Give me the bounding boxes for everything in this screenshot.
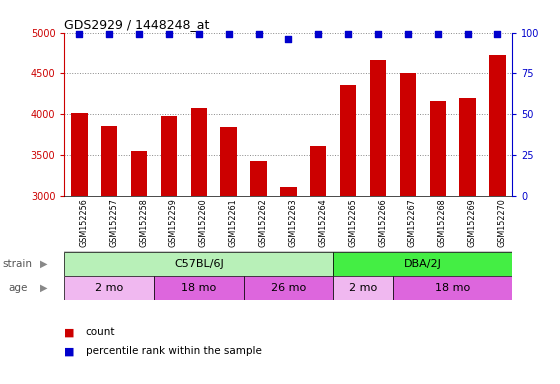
- Point: [344, 31, 353, 37]
- Text: C57BL/6J: C57BL/6J: [174, 259, 223, 269]
- Bar: [333, 252, 512, 276]
- Point: [134, 31, 143, 37]
- Text: GSM152270: GSM152270: [497, 199, 506, 247]
- Bar: [340, 85, 356, 195]
- Text: GSM152263: GSM152263: [288, 199, 297, 247]
- Bar: [244, 276, 333, 300]
- Bar: [221, 127, 237, 195]
- Text: 26 mo: 26 mo: [271, 283, 306, 293]
- Bar: [400, 73, 416, 195]
- Point: [165, 31, 174, 37]
- Text: GSM152269: GSM152269: [468, 199, 477, 247]
- Bar: [489, 55, 506, 195]
- Text: GDS2929 / 1448248_at: GDS2929 / 1448248_at: [64, 18, 210, 31]
- Point: [75, 31, 84, 37]
- Point: [224, 31, 233, 37]
- Text: GSM152267: GSM152267: [408, 199, 417, 247]
- Bar: [131, 151, 147, 195]
- Text: 18 mo: 18 mo: [181, 283, 216, 293]
- Text: 18 mo: 18 mo: [435, 283, 470, 293]
- Point: [493, 31, 502, 37]
- Bar: [64, 276, 154, 300]
- Point: [194, 31, 203, 37]
- Bar: [101, 126, 118, 195]
- Text: GSM152261: GSM152261: [228, 199, 237, 247]
- Bar: [459, 98, 476, 195]
- Point: [463, 31, 472, 37]
- Point: [284, 36, 293, 42]
- Text: DBA/2J: DBA/2J: [404, 259, 442, 269]
- Bar: [154, 276, 244, 300]
- Bar: [370, 60, 386, 195]
- Bar: [250, 161, 267, 195]
- Bar: [71, 113, 87, 195]
- Text: GSM152268: GSM152268: [438, 199, 447, 247]
- Text: percentile rank within the sample: percentile rank within the sample: [86, 346, 262, 356]
- Text: ■: ■: [64, 327, 75, 337]
- Text: 2 mo: 2 mo: [349, 283, 377, 293]
- Bar: [310, 146, 326, 195]
- Bar: [393, 276, 512, 300]
- Text: GSM152264: GSM152264: [318, 199, 327, 247]
- Bar: [64, 252, 333, 276]
- Point: [105, 31, 114, 37]
- Text: strain: strain: [3, 259, 33, 269]
- Point: [314, 31, 323, 37]
- Bar: [280, 187, 297, 195]
- Text: GSM152256: GSM152256: [80, 199, 88, 247]
- Point: [254, 31, 263, 37]
- Text: GSM152259: GSM152259: [169, 199, 178, 247]
- Text: ▶: ▶: [40, 259, 48, 269]
- Text: ▶: ▶: [40, 283, 48, 293]
- Text: 2 mo: 2 mo: [95, 283, 123, 293]
- Text: age: age: [8, 283, 28, 293]
- Text: GSM152260: GSM152260: [199, 199, 208, 247]
- Bar: [161, 116, 177, 195]
- Point: [433, 31, 442, 37]
- Point: [403, 31, 412, 37]
- Bar: [430, 101, 446, 195]
- Text: GSM152266: GSM152266: [378, 199, 387, 247]
- Bar: [333, 276, 393, 300]
- Text: GSM152262: GSM152262: [259, 199, 268, 247]
- Point: [374, 31, 382, 37]
- Bar: [190, 108, 207, 195]
- Text: GSM152257: GSM152257: [109, 199, 118, 247]
- Text: count: count: [86, 327, 115, 337]
- Text: ■: ■: [64, 346, 75, 356]
- Text: GSM152258: GSM152258: [139, 199, 148, 247]
- Text: GSM152265: GSM152265: [348, 199, 357, 247]
